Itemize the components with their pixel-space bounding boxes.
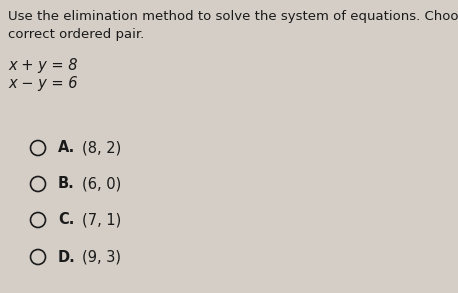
Text: correct ordered pair.: correct ordered pair. (8, 28, 144, 41)
Text: B.: B. (58, 176, 75, 192)
Text: x − y = 6: x − y = 6 (8, 76, 77, 91)
Text: A.: A. (58, 141, 75, 156)
Text: D.: D. (58, 250, 76, 265)
Text: (7, 1): (7, 1) (82, 212, 121, 227)
Text: (8, 2): (8, 2) (82, 141, 121, 156)
Text: (6, 0): (6, 0) (82, 176, 121, 192)
Text: x + y = 8: x + y = 8 (8, 58, 77, 73)
Text: C.: C. (58, 212, 74, 227)
Text: (9, 3): (9, 3) (82, 250, 121, 265)
Text: Use the elimination method to solve the system of equations. Choose the: Use the elimination method to solve the … (8, 10, 458, 23)
